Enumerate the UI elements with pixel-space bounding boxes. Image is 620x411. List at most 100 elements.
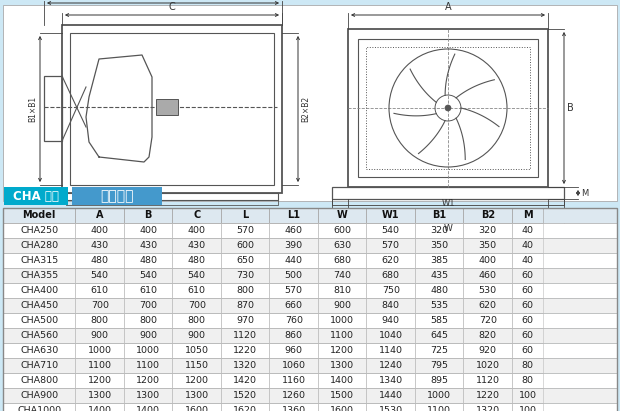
Bar xyxy=(3,208,76,223)
Bar xyxy=(76,208,124,223)
Bar xyxy=(124,298,172,313)
Text: 460: 460 xyxy=(479,271,497,280)
Bar xyxy=(318,313,366,328)
Bar xyxy=(76,268,124,283)
Bar xyxy=(512,268,543,283)
Bar xyxy=(221,268,270,283)
Bar xyxy=(415,388,464,403)
Bar xyxy=(3,298,76,313)
Bar xyxy=(44,76,62,141)
Text: 1100: 1100 xyxy=(136,361,160,370)
Bar xyxy=(464,268,512,283)
Text: 460: 460 xyxy=(285,226,303,235)
Bar xyxy=(172,343,221,358)
Text: L1: L1 xyxy=(287,210,300,220)
Bar xyxy=(464,223,512,238)
Text: C: C xyxy=(169,2,175,12)
Bar xyxy=(270,253,318,268)
Bar xyxy=(172,403,221,411)
Bar xyxy=(72,187,162,205)
Bar xyxy=(76,328,124,343)
Bar xyxy=(3,253,76,268)
Bar xyxy=(464,283,512,298)
Bar xyxy=(366,358,415,373)
Text: L: L xyxy=(242,210,249,220)
Text: M: M xyxy=(523,210,533,220)
Bar xyxy=(318,373,366,388)
Text: 1320: 1320 xyxy=(233,361,257,370)
Text: 1400: 1400 xyxy=(330,376,354,385)
Text: 1300: 1300 xyxy=(136,391,161,400)
Text: 400: 400 xyxy=(188,226,206,235)
Bar xyxy=(366,388,415,403)
Bar xyxy=(415,343,464,358)
Text: 1100: 1100 xyxy=(330,331,354,340)
Bar xyxy=(358,39,538,177)
Bar xyxy=(318,328,366,343)
Bar xyxy=(221,223,270,238)
Bar xyxy=(270,358,318,373)
Bar xyxy=(464,328,512,343)
Text: 630: 630 xyxy=(333,241,352,250)
Bar xyxy=(76,388,124,403)
Text: 570: 570 xyxy=(236,226,254,235)
Text: 725: 725 xyxy=(430,346,448,355)
Bar xyxy=(512,388,543,403)
Text: 430: 430 xyxy=(91,241,108,250)
Bar xyxy=(3,223,617,238)
Text: W: W xyxy=(443,224,453,233)
Text: 1320: 1320 xyxy=(476,406,500,411)
Text: 1340: 1340 xyxy=(379,376,403,385)
Text: 320: 320 xyxy=(430,226,448,235)
Text: B2: B2 xyxy=(480,210,495,220)
Bar xyxy=(270,328,318,343)
Text: B2×B2: B2×B2 xyxy=(301,96,310,122)
Bar xyxy=(318,253,366,268)
Text: 900: 900 xyxy=(91,331,108,340)
Bar xyxy=(415,283,464,298)
Bar xyxy=(464,253,512,268)
Text: 500: 500 xyxy=(285,271,303,280)
Bar xyxy=(318,358,366,373)
Text: 820: 820 xyxy=(479,331,497,340)
Bar xyxy=(3,223,76,238)
Text: C: C xyxy=(193,210,200,220)
Text: 895: 895 xyxy=(430,376,448,385)
Bar xyxy=(62,25,282,193)
Bar xyxy=(221,253,270,268)
Text: 870: 870 xyxy=(236,301,254,310)
Text: 40: 40 xyxy=(521,226,534,235)
Bar xyxy=(512,328,543,343)
Text: 540: 540 xyxy=(188,271,206,280)
Text: 480: 480 xyxy=(140,256,157,265)
Text: 610: 610 xyxy=(188,286,206,295)
Text: 900: 900 xyxy=(333,301,352,310)
Text: CHA400: CHA400 xyxy=(20,286,58,295)
Text: CHA630: CHA630 xyxy=(20,346,58,355)
Bar xyxy=(3,313,76,328)
Bar xyxy=(172,223,221,238)
Bar xyxy=(3,5,617,201)
Bar xyxy=(366,223,415,238)
Bar xyxy=(3,358,617,373)
Bar xyxy=(124,403,172,411)
Text: 1040: 1040 xyxy=(379,331,403,340)
Text: 900: 900 xyxy=(188,331,206,340)
Text: 1200: 1200 xyxy=(87,376,112,385)
Text: 700: 700 xyxy=(91,301,108,310)
Bar xyxy=(221,343,270,358)
Text: B1: B1 xyxy=(432,210,446,220)
Bar xyxy=(221,313,270,328)
Bar xyxy=(512,403,543,411)
Text: 1440: 1440 xyxy=(379,391,403,400)
Text: 1050: 1050 xyxy=(185,346,209,355)
Text: Model: Model xyxy=(22,210,56,220)
Text: 660: 660 xyxy=(285,301,303,310)
Bar xyxy=(172,253,221,268)
Bar xyxy=(3,328,76,343)
Text: CHA 系列: CHA 系列 xyxy=(13,189,59,203)
Bar xyxy=(318,268,366,283)
Bar xyxy=(512,358,543,373)
Bar xyxy=(366,328,415,343)
Text: 970: 970 xyxy=(236,316,254,325)
